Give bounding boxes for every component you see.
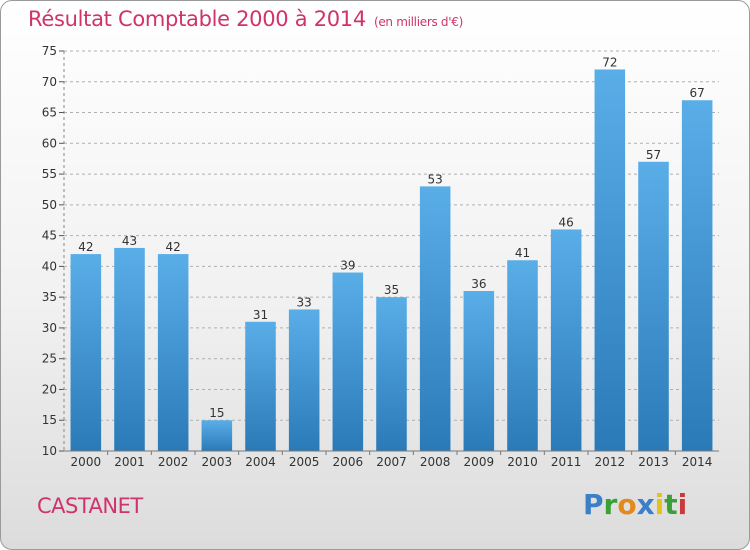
x-tick-label-2004: 2004 (245, 455, 276, 469)
data-label-2000: 42 (78, 240, 93, 254)
data-label-2003: 15 (209, 406, 224, 420)
x-axis: 2000 2001 2002 2003 2004 2005 2006 2007 2008 2009… (64, 450, 719, 469)
logo-letter: o (617, 488, 637, 521)
data-label-2006: 39 (340, 259, 355, 273)
y-axis: 10 15 20 25 30 35 40 45 50 55 60 65 70 75 (42, 44, 65, 458)
x-tick-label-2008: 2008 (420, 455, 451, 469)
x-tick-label-2012: 2012 (595, 455, 626, 469)
y-tick-label: 75 (42, 44, 57, 58)
bar-2006 (332, 272, 364, 451)
x-tick-label-2003: 2003 (202, 455, 233, 469)
x-tick-label-2013: 2013 (638, 455, 669, 469)
bar-2002 (157, 254, 189, 451)
x-tick-label-2009: 2009 (464, 455, 495, 469)
y-tick-label: 20 (42, 382, 57, 396)
data-label-2013: 57 (646, 148, 661, 162)
data-label-2008: 53 (428, 172, 443, 186)
bar-2008 (419, 186, 451, 451)
bar-2000 (70, 254, 102, 451)
chart-title: Résultat Comptable 2000 à 2014 (en millie… (28, 7, 463, 31)
bar-2001 (114, 247, 145, 451)
y-tick-label: 60 (42, 136, 57, 150)
logo-letter: t (664, 488, 678, 521)
chart-subtitle: (en milliers d'€) (373, 15, 463, 29)
data-label-2001: 43 (122, 234, 137, 248)
logo-letter: i (677, 488, 688, 521)
y-tick-label: 55 (42, 167, 57, 181)
y-tick-label: 40 (42, 259, 57, 273)
chart-title-text: Résultat Comptable 2000 à 2014 (28, 7, 366, 31)
y-tick-label: 35 (42, 290, 57, 304)
data-label-2007: 35 (384, 283, 399, 297)
bar-2014 (681, 100, 713, 451)
bar-2005 (288, 309, 320, 451)
x-tick-label-2011: 2011 (551, 455, 582, 469)
x-tick-label-2005: 2005 (289, 455, 320, 469)
x-tick-label-2010: 2010 (507, 455, 538, 469)
x-tick-label-2000: 2000 (71, 455, 102, 469)
bar-2013 (638, 161, 669, 451)
bar-2003 (201, 420, 233, 451)
data-labels: 42 43 42 15 31 33 39 35 53 36 41 46 72 57 67 (78, 55, 705, 420)
x-tick-label-2001: 2001 (114, 455, 145, 469)
data-label-2002: 42 (166, 240, 181, 254)
bar-2010 (507, 260, 538, 451)
data-label-2004: 31 (253, 308, 268, 322)
data-label-2014: 67 (690, 86, 705, 100)
x-tick-label-2002: 2002 (158, 455, 189, 469)
y-tick-label: 10 (42, 444, 57, 458)
data-label-2009: 36 (471, 277, 486, 291)
y-tick-label: 45 (42, 229, 57, 243)
data-label-2010: 41 (515, 246, 530, 260)
commune-name: CASTANET (37, 494, 143, 518)
logo-letter: i (654, 488, 665, 521)
data-label-2012: 72 (602, 55, 617, 69)
y-tick-label: 65 (42, 106, 57, 120)
y-tick-label: 25 (42, 352, 57, 366)
data-label-2005: 33 (297, 295, 312, 309)
y-tick-label: 15 (42, 413, 57, 427)
logo-letter: r (603, 488, 618, 521)
y-tick-label: 70 (42, 75, 57, 89)
data-label-2011: 46 (559, 215, 574, 229)
y-tick-label: 30 (42, 321, 57, 335)
bar-2007 (376, 297, 407, 451)
bar-2009 (463, 291, 495, 451)
proxiti-logo: Proxiti (583, 488, 687, 521)
y-tick-label: 50 (42, 198, 57, 212)
logo-letter: x (636, 488, 655, 521)
x-tick-label-2006: 2006 (333, 455, 364, 469)
x-tick-label-2014: 2014 (682, 455, 713, 469)
logo-letter: P (583, 488, 604, 521)
x-tick-label-2007: 2007 (376, 455, 407, 469)
bars (70, 69, 713, 451)
bar-2012 (594, 69, 626, 451)
bar-2011 (550, 229, 582, 451)
bar-2004 (245, 321, 276, 451)
